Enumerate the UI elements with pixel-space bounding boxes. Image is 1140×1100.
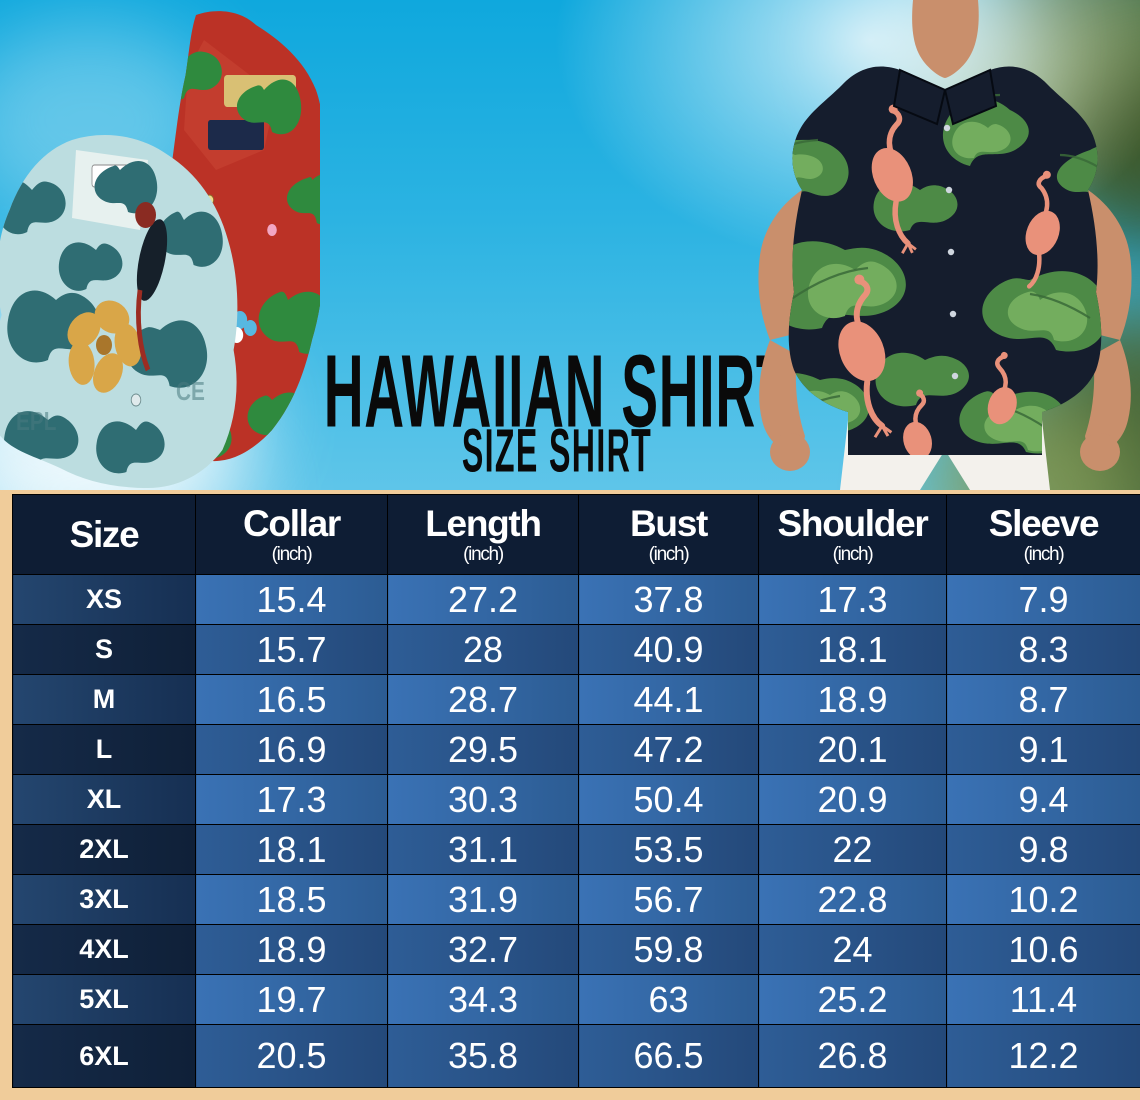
svg-text:EPL: EPL [16, 407, 56, 436]
svg-text:CE: CE [176, 377, 205, 406]
